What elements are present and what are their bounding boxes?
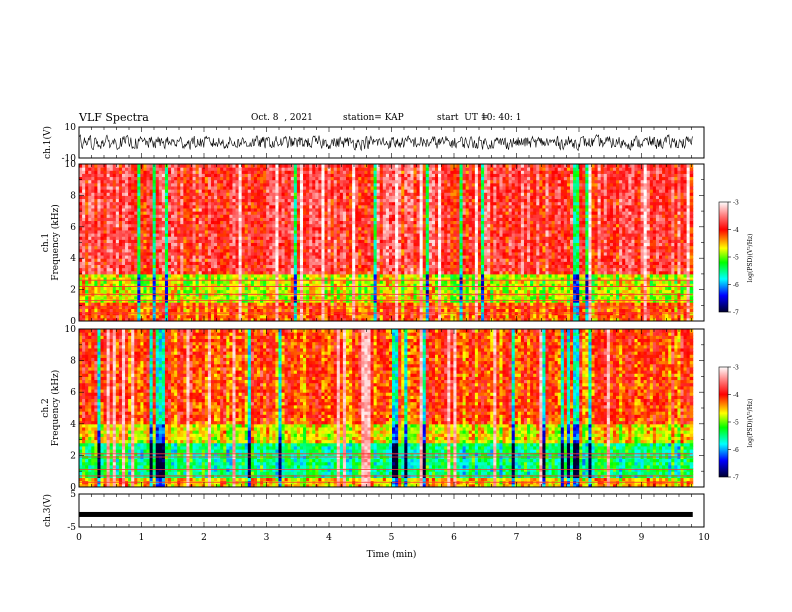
ch2-spectrogram-cells <box>79 329 693 488</box>
ch1-waveform-ytick-label: 10 <box>65 123 77 133</box>
ch1-spectrogram-colorbar-tick-label: -3 <box>733 200 739 207</box>
ch2-spectrogram-colorbar <box>719 367 728 477</box>
xtick-label: 8 <box>576 533 582 543</box>
ch1-spectrogram-ylabel-top: ch.1 <box>41 233 51 252</box>
ch2-spectrogram-ylabel: Frequency (kHz) <box>50 370 61 447</box>
ch2-spectrogram-colorbar-tick-label: -4 <box>733 392 739 399</box>
ch1-spectrogram-cells <box>79 164 693 322</box>
ch3-waveform-ytick-label: 5 <box>70 490 76 500</box>
ch1-waveform-line <box>79 135 693 151</box>
ch1-spectrogram-colorbar-tick-label: -5 <box>733 255 739 262</box>
xtick-label: 9 <box>639 533 645 543</box>
xtick-label: 3 <box>264 533 270 543</box>
xtick-label: 10 <box>698 533 710 543</box>
xaxis-label: Time (min) <box>367 549 417 560</box>
xtick-label: 4 <box>326 533 332 543</box>
ch2-spectrogram-ytick-label: 4 <box>70 420 76 430</box>
ch2-spectrogram-ytick-label: 6 <box>70 388 76 398</box>
ch1-waveform-ylabel: ch.1(V) <box>42 126 53 159</box>
ch3-waveform-ylabel: ch.3(V) <box>42 494 53 527</box>
ch2-spectrogram-ylabel-top: ch.2 <box>41 398 51 417</box>
ch1-spectrogram-ytick-label: 2 <box>70 286 76 296</box>
ch2-spectrogram-ytick-label: 8 <box>70 357 76 367</box>
ch2-spectrogram-ytick-label: 2 <box>70 451 76 461</box>
ch1-spectrogram-ytick-label: 8 <box>70 191 76 201</box>
ch1-spectrogram-colorbar <box>719 202 728 312</box>
xtick-label: 2 <box>201 533 207 543</box>
ch1-spectrogram-ylabel: Frequency (kHz) <box>50 204 61 281</box>
ch2-spectrogram-colorbar-tick-label: -3 <box>733 365 739 372</box>
xtick-label: 6 <box>451 533 457 543</box>
ch1-spectrogram-ytick-label: 6 <box>70 223 76 233</box>
ch1-spectrogram-colorbar-tick-label: -6 <box>733 282 739 289</box>
ch3-waveform-line <box>79 512 693 517</box>
ch3-waveform-ytick-label: -5 <box>67 523 76 533</box>
ch1-spectrogram-colorbar-tick-label: -7 <box>733 310 739 317</box>
xtick-label: 7 <box>514 533 520 543</box>
ch2-spectrogram-colorbar-label: log(PSD)(V²/Hz) <box>747 399 754 448</box>
ch2-spectrogram-colorbar-tick-label: -7 <box>733 475 739 482</box>
vlf-figure: -3 -4 -5 -6 -7 log(PSD)(V²/Hz) -3 -4 -5 -6 -7 log(P… <box>0 0 792 612</box>
ch1-spectrogram-ytick-label: 10 <box>65 160 77 170</box>
ch1-spectrogram-colorbar-label: log(PSD)(V²/Hz) <box>747 234 754 283</box>
ch2-spectrogram-ytick-label: 10 <box>65 325 77 335</box>
ch1-spectrogram-ytick-label: 4 <box>70 254 76 264</box>
xtick-label: 5 <box>389 533 395 543</box>
ch2-spectrogram-colorbar-tick-label: -5 <box>733 420 739 427</box>
ch1-spectrogram-colorbar-tick-label: -4 <box>733 227 739 234</box>
xtick-label: 0 <box>76 533 82 543</box>
ch2-spectrogram-colorbar-tick-label: -6 <box>733 447 739 454</box>
xtick-label: 1 <box>139 533 145 543</box>
